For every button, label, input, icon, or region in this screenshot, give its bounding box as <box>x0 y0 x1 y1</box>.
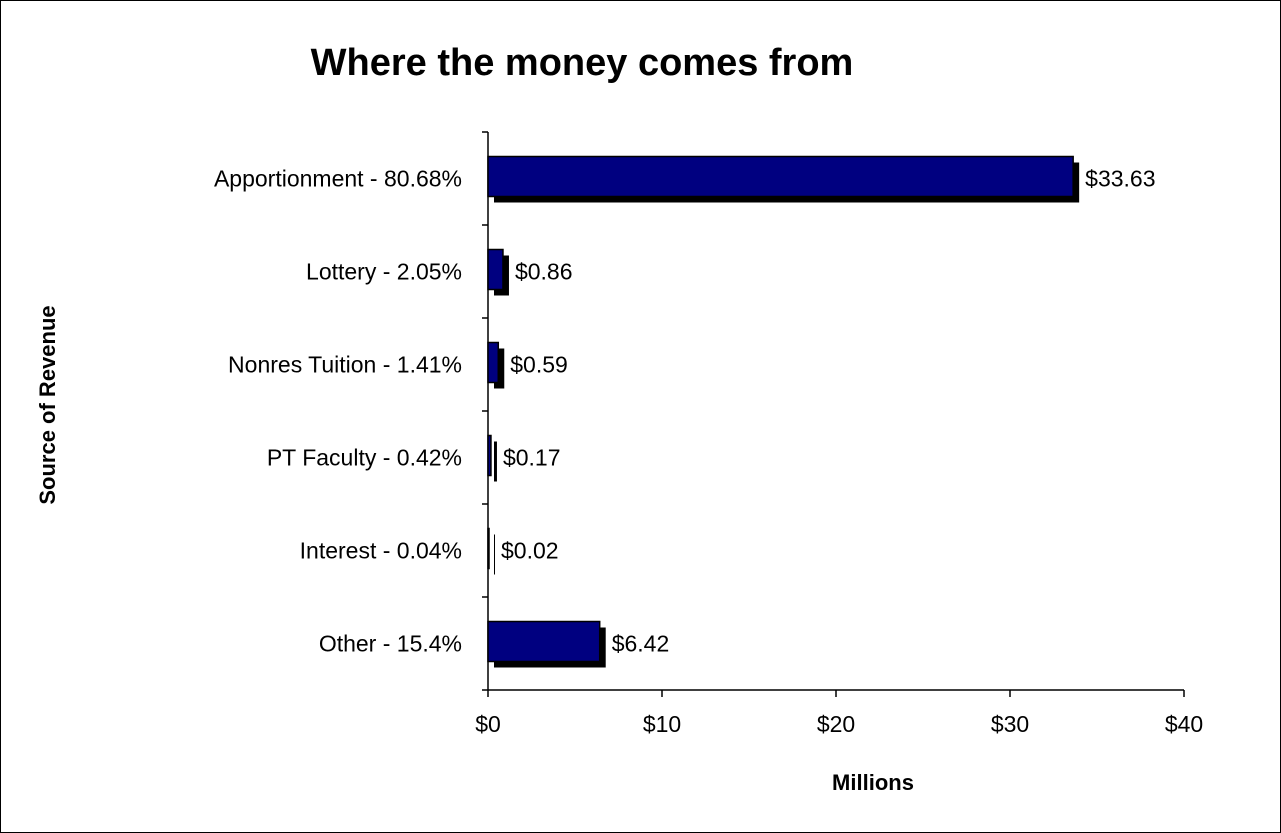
category-label: Nonres Tuition - 1.41% <box>228 352 462 378</box>
category-label: Other - 15.4% <box>319 631 462 657</box>
bars-group: Apportionment - 80.68% $33.63 Lottery - 2.… <box>214 155 1156 668</box>
bar <box>487 434 492 477</box>
bar-shadow <box>494 534 495 575</box>
x-axis-title: Millions <box>832 770 914 795</box>
data-label: $0.17 <box>503 445 561 471</box>
data-label: $0.59 <box>510 352 568 378</box>
x-tick-label: $40 <box>1165 711 1203 737</box>
bar-shadow <box>494 441 497 482</box>
category-label: Apportionment - 80.68% <box>214 166 462 192</box>
bar <box>487 248 504 291</box>
category-label: PT Faculty - 0.42% <box>267 445 462 471</box>
data-label: $0.86 <box>515 259 573 285</box>
x-tick-label: $20 <box>817 711 855 737</box>
x-tick-label: $10 <box>643 711 681 737</box>
ticks-group: $0 $10 $20 $30 $40 <box>475 131 1203 737</box>
bar <box>487 527 490 570</box>
x-tick-label: $30 <box>991 711 1029 737</box>
bar <box>487 341 500 384</box>
y-axis-title: Source of Revenue <box>35 305 60 504</box>
bar <box>487 155 1074 198</box>
bar <box>487 620 601 663</box>
data-label: $6.42 <box>612 631 670 657</box>
category-label: Lottery - 2.05% <box>306 259 462 285</box>
chart-title: Where the money comes from <box>311 42 854 84</box>
data-label: $0.02 <box>501 538 559 564</box>
x-tick-label: $0 <box>475 711 501 737</box>
bar-shadow <box>494 348 505 389</box>
data-label: $33.63 <box>1085 166 1155 192</box>
category-label: Interest - 0.04% <box>300 538 462 564</box>
